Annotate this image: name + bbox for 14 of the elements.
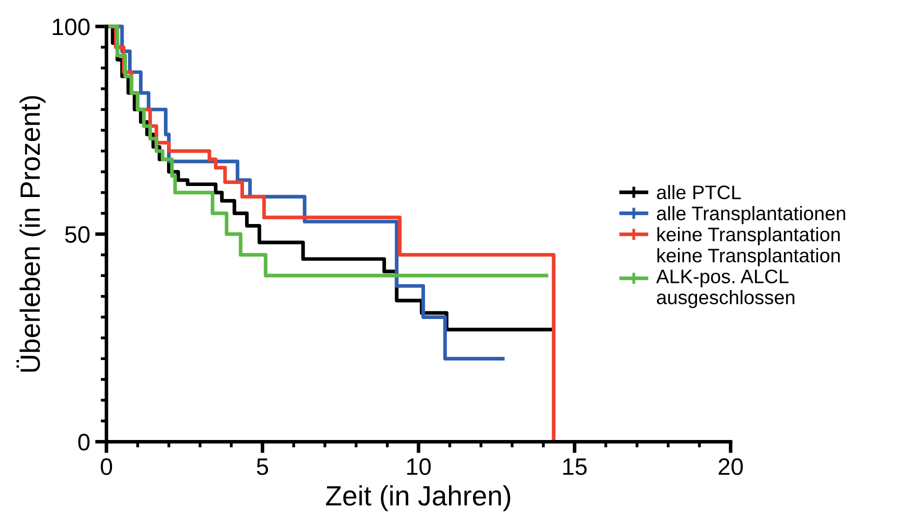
x-axis-title: Zeit (in Jahren)	[326, 485, 510, 512]
legend-label: alle PTCL	[656, 184, 741, 200]
legend-label: keine Transplantation ALK-pos. ALCL ausgeschlossen	[656, 248, 840, 308]
x-tick-label: 0	[100, 458, 112, 476]
x-tick-label: 10	[407, 458, 431, 476]
x-tick-label: 5	[256, 458, 268, 476]
legend-label: keine Transplantation	[657, 227, 840, 246]
y-tick-label: 50	[65, 226, 90, 243]
y-axis-title: Überleben (in Prozent)	[16, 96, 46, 372]
y-tick-label: 0	[78, 434, 90, 451]
y-tick-label: 100	[52, 18, 90, 36]
legend-label: alle Transplantationen	[656, 206, 846, 224]
x-tick-label: 15	[563, 458, 587, 476]
x-tick-label: 20	[718, 458, 743, 476]
